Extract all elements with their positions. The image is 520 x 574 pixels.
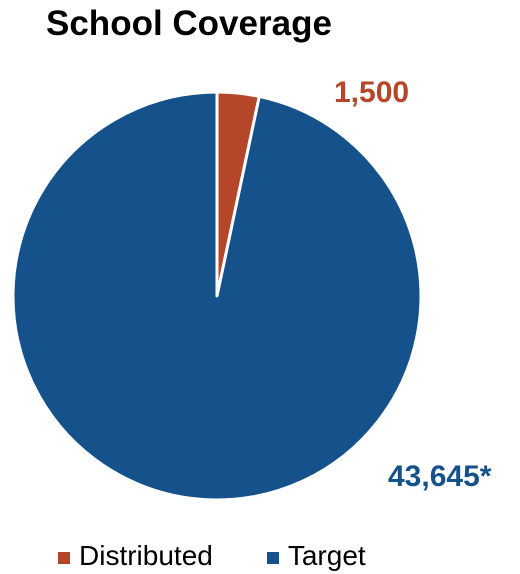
legend-item-target: Target [266, 540, 366, 572]
legend-item-distributed: Distributed [58, 540, 213, 572]
legend-label-distributed: Distributed [79, 540, 213, 571]
legend-label-target: Target [287, 540, 366, 571]
legend-swatch-distributed [58, 551, 70, 564]
pie-slice-target [11, 90, 423, 502]
chart-legend: Distributed Target [58, 540, 366, 572]
data-label-distributed: 1,500 [334, 76, 410, 109]
legend-swatch-target [266, 551, 279, 564]
data-label-target: 43,645* [388, 460, 492, 493]
pie-slices [11, 90, 423, 502]
chart-title: School Coverage [46, 4, 332, 43]
